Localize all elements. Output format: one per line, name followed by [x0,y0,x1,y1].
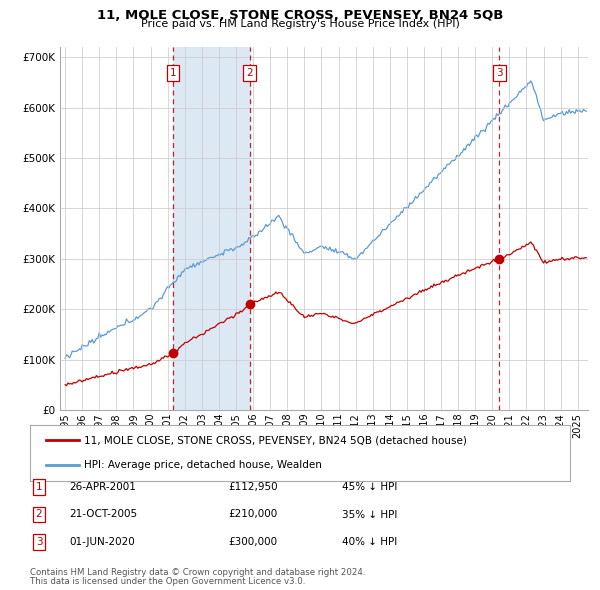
Text: HPI: Average price, detached house, Wealden: HPI: Average price, detached house, Weal… [84,460,322,470]
Bar [173,47,250,410]
Text: 26-APR-2001: 26-APR-2001 [69,482,136,491]
Text: £112,950: £112,950 [228,482,278,491]
Text: 35% ↓ HPI: 35% ↓ HPI [342,510,397,519]
Text: 3: 3 [496,68,503,78]
Text: 11, MOLE CLOSE, STONE CROSS, PEVENSEY, BN24 5QB: 11, MOLE CLOSE, STONE CROSS, PEVENSEY, B… [97,9,503,22]
Text: Price paid vs. HM Land Registry's House Price Index (HPI): Price paid vs. HM Land Registry's House … [140,19,460,30]
Text: 40% ↓ HPI: 40% ↓ HPI [342,537,397,547]
Text: £300,000: £300,000 [228,537,277,547]
Text: 1: 1 [35,482,43,491]
Text: 01-JUN-2020: 01-JUN-2020 [69,537,135,547]
Text: £210,000: £210,000 [228,510,277,519]
Text: 2: 2 [35,510,43,519]
Text: 21-OCT-2005: 21-OCT-2005 [69,510,137,519]
Text: This data is licensed under the Open Government Licence v3.0.: This data is licensed under the Open Gov… [30,578,305,586]
Text: 45% ↓ HPI: 45% ↓ HPI [342,482,397,491]
Text: 3: 3 [35,537,43,547]
Text: 1: 1 [170,68,176,78]
Text: 2: 2 [247,68,253,78]
Text: 11, MOLE CLOSE, STONE CROSS, PEVENSEY, BN24 5QB (detached house): 11, MOLE CLOSE, STONE CROSS, PEVENSEY, B… [84,435,467,445]
Text: Contains HM Land Registry data © Crown copyright and database right 2024.: Contains HM Land Registry data © Crown c… [30,568,365,577]
